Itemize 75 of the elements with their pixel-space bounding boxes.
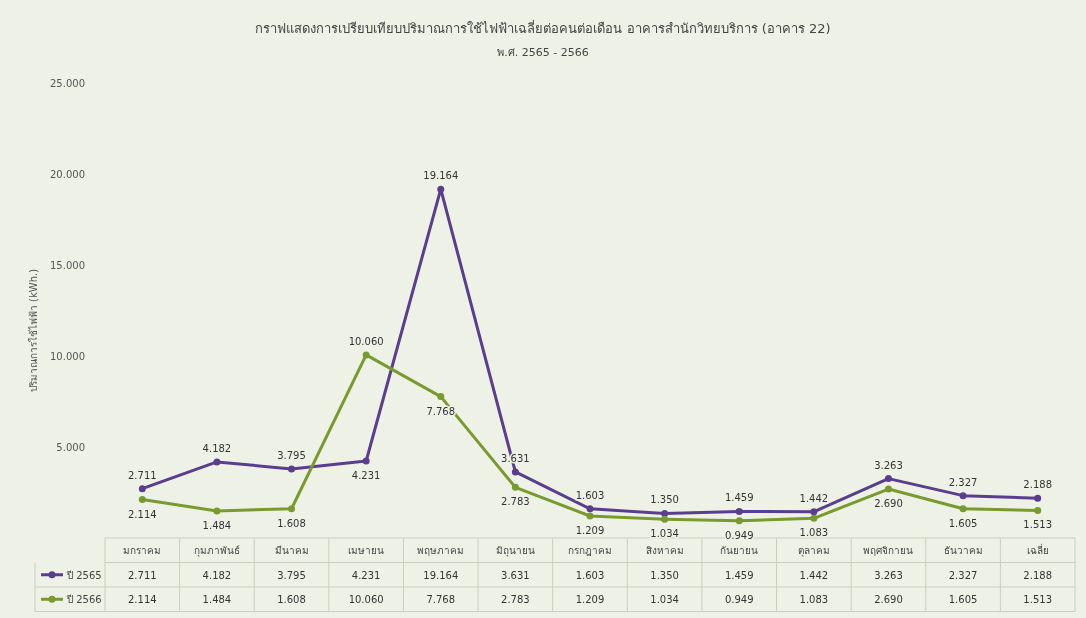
x-tick-label: กันยายน bbox=[720, 545, 759, 556]
data-label: 1.083 bbox=[799, 594, 829, 606]
point bbox=[1034, 494, 1042, 502]
data-label: 0.949 bbox=[724, 594, 754, 606]
data-label: 2.783 bbox=[501, 594, 530, 606]
data-label: 1.605 bbox=[948, 594, 978, 606]
point bbox=[288, 505, 296, 513]
point bbox=[437, 185, 445, 193]
point bbox=[884, 475, 892, 483]
data-label: 3.795 bbox=[277, 569, 306, 581]
point bbox=[735, 517, 743, 525]
point bbox=[288, 465, 296, 473]
data-label: 1.350 bbox=[650, 569, 679, 581]
point bbox=[213, 507, 221, 515]
data-label: 3.631 bbox=[501, 569, 530, 581]
x-tick-label: สิงหาคม bbox=[645, 545, 684, 556]
y-tick-label: 5.000 bbox=[56, 442, 85, 453]
point bbox=[138, 496, 146, 504]
point bbox=[1034, 506, 1042, 514]
point bbox=[511, 468, 519, 476]
data-label: 1.209 bbox=[575, 594, 605, 606]
legend-label: ปี 2565 bbox=[66, 569, 102, 581]
point bbox=[362, 457, 370, 465]
data-label: 2.690 bbox=[874, 594, 903, 606]
point bbox=[586, 505, 594, 513]
x-tick-label: เมษายน bbox=[348, 545, 385, 556]
point bbox=[959, 505, 967, 513]
data-label: 10.060 bbox=[348, 594, 384, 606]
x-tick-label: ตุลาคม bbox=[797, 545, 830, 557]
point bbox=[661, 515, 669, 523]
legend-label: ปี 2566 bbox=[66, 594, 102, 606]
data-label: 4.231 bbox=[351, 569, 381, 581]
y-axis-title: ปริมาณการใช้ไฟฟ้า (kWh.) bbox=[28, 268, 39, 393]
chart-subtitle: พ.ศ. 2565 - 2566 bbox=[497, 46, 589, 59]
point bbox=[586, 512, 594, 520]
y-tick-label: 15.000 bbox=[50, 260, 85, 271]
point bbox=[735, 507, 743, 515]
point bbox=[138, 485, 146, 493]
y-tick-label: 20.000 bbox=[50, 169, 85, 180]
chart-title: กราฟแสดงการเปรียบเทียบปริมาณการใช้ไฟฟ้าเฉลี่ยต่อคนต่อเดือน อาคารสำนักวิทยบริการ (อาคาร 22) bbox=[255, 20, 831, 36]
data-label: 1.459 bbox=[724, 569, 754, 581]
point bbox=[810, 508, 818, 516]
data-label: 1.608 bbox=[277, 594, 306, 606]
data-label: 1.034 bbox=[650, 594, 679, 606]
x-tick-label: มกราคม bbox=[123, 545, 162, 556]
data-label: 7.768 bbox=[426, 594, 456, 606]
data-label: 2.188 bbox=[1023, 569, 1053, 581]
x-tick-label: กรกฎาคม bbox=[568, 545, 612, 556]
data-label: 1.513 bbox=[1023, 594, 1053, 606]
point bbox=[810, 514, 818, 522]
x-tick-label: เฉลี่ย bbox=[1026, 543, 1049, 556]
y-tick-label: 10.000 bbox=[50, 351, 85, 362]
x-tick-label: มิถุนายน bbox=[495, 545, 535, 557]
data-label: 1.442 bbox=[799, 569, 829, 581]
data-label: 2.327 bbox=[948, 569, 978, 581]
point bbox=[511, 483, 519, 491]
data-label: 2.711 bbox=[127, 569, 157, 581]
point bbox=[213, 458, 221, 466]
x-tick-label: กุมภาพันธ์ bbox=[193, 545, 240, 557]
data-label: 4.182 bbox=[202, 569, 232, 581]
point bbox=[437, 393, 445, 401]
x-tick-label: พฤษภาคม bbox=[417, 545, 465, 556]
point bbox=[884, 485, 892, 493]
data-label: 1.484 bbox=[202, 594, 232, 606]
point bbox=[959, 492, 967, 500]
point bbox=[362, 351, 370, 359]
data-label: 3.263 bbox=[874, 569, 903, 581]
x-tick-label: ธันวาคม bbox=[943, 545, 983, 556]
data-label: 19.164 bbox=[423, 569, 459, 581]
data-label: 2.114 bbox=[127, 594, 157, 606]
data-label: 1.603 bbox=[575, 569, 605, 581]
y-tick-label: 25.000 bbox=[50, 78, 85, 89]
x-tick-label: มีนาคม bbox=[274, 545, 309, 556]
point bbox=[661, 509, 669, 517]
x-tick-label: พฤศจิกายน bbox=[863, 545, 914, 556]
